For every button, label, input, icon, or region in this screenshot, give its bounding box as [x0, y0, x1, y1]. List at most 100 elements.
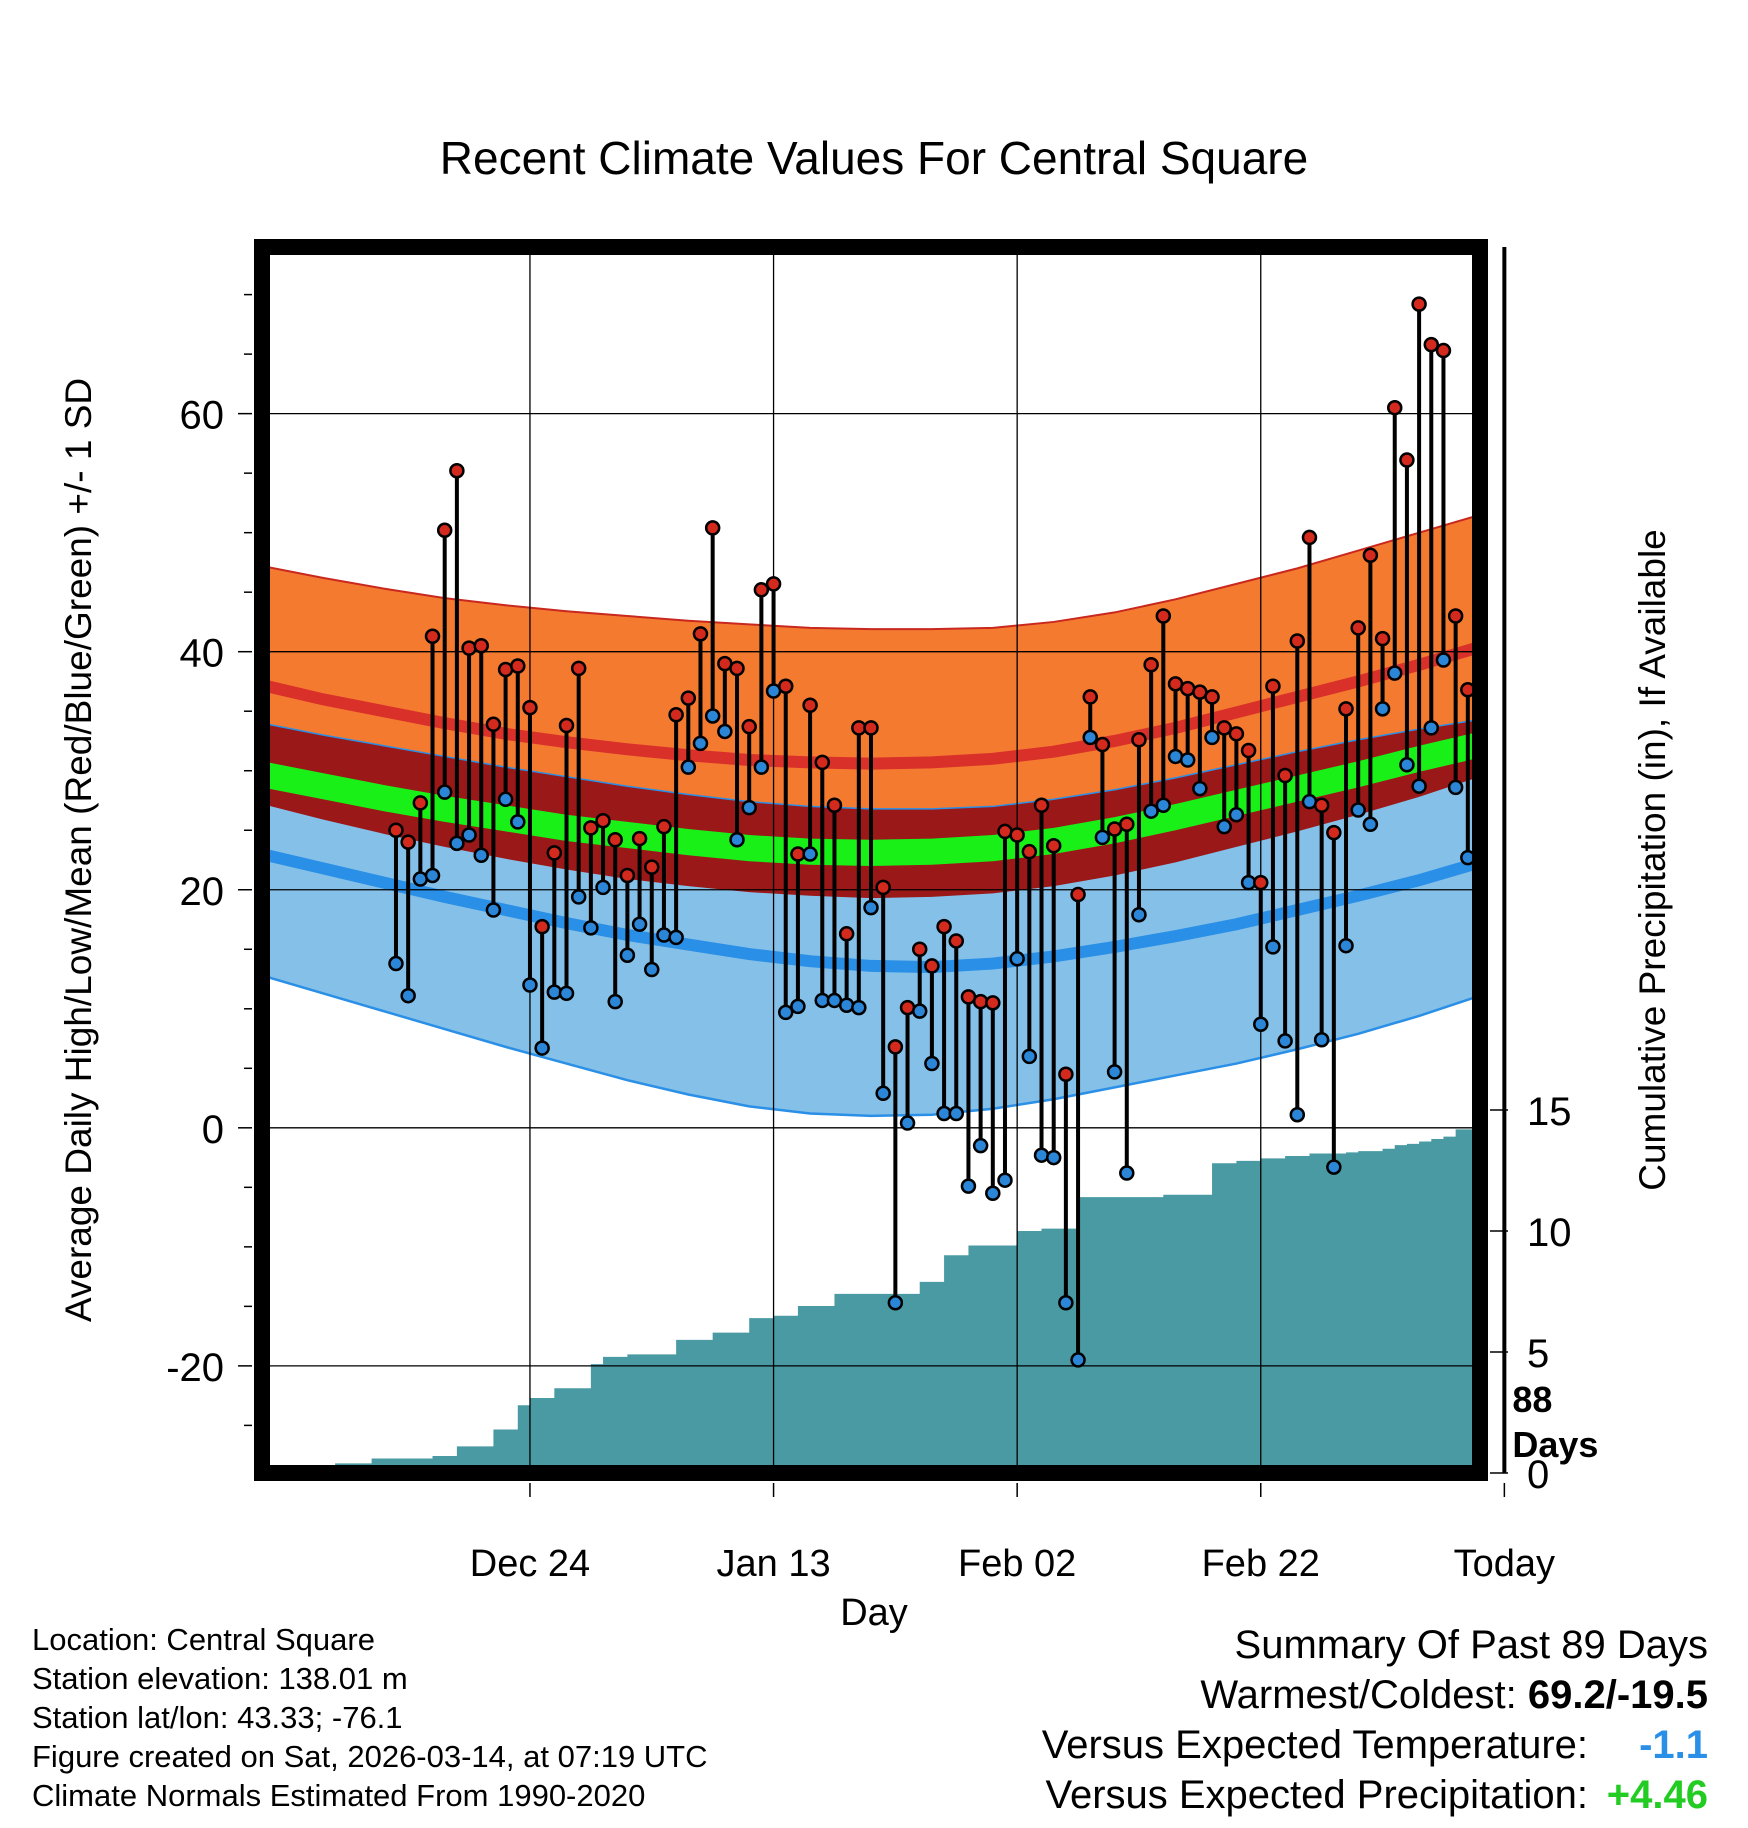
daily-low-point	[485, 902, 502, 918]
daily-low-point	[1228, 807, 1245, 823]
daily-low-point	[851, 999, 867, 1016]
y-tick-label: 40	[180, 632, 225, 676]
daily-low-point	[924, 1055, 940, 1072]
warmest-coldest-value: 69.2/-19.5	[1527, 1673, 1708, 1717]
daily-low-point	[595, 879, 611, 896]
chart-title: Recent Climate Values For Central Square	[440, 132, 1308, 184]
daily-low-point	[1179, 752, 1196, 768]
daily-low-point	[1131, 907, 1147, 923]
elevation-text: Station elevation: 138.01 m	[32, 1661, 408, 1696]
daily-high-point	[704, 520, 721, 536]
daily-low-point	[838, 997, 855, 1013]
precip-value: +4.46	[1606, 1773, 1708, 1817]
station-info: Location: Central Square Station elevati…	[32, 1620, 708, 1815]
daily-low-point	[1216, 818, 1232, 835]
daily-low-point	[1447, 779, 1464, 796]
daily-low-point	[1350, 802, 1366, 818]
daily-high-point	[1021, 843, 1038, 860]
daily-high-point	[826, 797, 843, 813]
daily-high-point	[534, 918, 550, 935]
daily-low-point	[948, 1105, 965, 1122]
daily-high-point	[1253, 874, 1269, 891]
daily-high-point	[1228, 726, 1245, 742]
daily-high-point	[631, 830, 648, 847]
daily-low-point	[1058, 1295, 1074, 1311]
daily-low-point	[1338, 937, 1354, 954]
precipitation-area	[262, 1129, 1480, 1473]
daily-low-point	[497, 791, 514, 808]
daily-high-point	[570, 660, 587, 677]
daily-low-point	[997, 1172, 1013, 1188]
created-text: Figure created on Sat, 2026-03-14, at 07…	[32, 1739, 708, 1774]
daily-high-point	[887, 1039, 904, 1055]
daily-low-point	[1411, 778, 1427, 794]
daily-low-point	[1033, 1147, 1050, 1163]
daily-high-point	[741, 718, 757, 735]
daily-low-point	[1435, 652, 1452, 668]
daily-low-point	[1045, 1149, 1062, 1166]
daily-low-point	[680, 759, 697, 775]
daily-low-point	[510, 814, 526, 830]
daily-range-stems	[393, 304, 1470, 1360]
daily-high-point	[449, 463, 465, 479]
daily-low-point	[753, 759, 770, 775]
daily-high-point	[1386, 399, 1403, 416]
axes: -20 0 20 40 60 Dec 24 Jan 13 Feb 02 Feb 22 Today 0…	[166, 293, 1572, 1585]
daily-low-point	[1192, 780, 1208, 797]
high-plus-sd-edge	[262, 513, 1480, 631]
daily-low-point	[1277, 1033, 1293, 1049]
daily-high-point	[1374, 630, 1391, 647]
daily-low-point	[692, 735, 709, 752]
normals-text: Climate Normals Estimated From 1990-2020	[32, 1778, 646, 1813]
daily-high-point	[765, 576, 782, 592]
daily-high-point	[1240, 742, 1257, 759]
daily-high-point	[1143, 657, 1159, 673]
daily-low-point	[802, 846, 818, 862]
low-plus-sd-edge	[262, 718, 1480, 810]
x-tick-label: Jan 13	[717, 1543, 831, 1585]
y-axis-label: Average Daily High/Low/Mean (Red/Blue/Gr…	[58, 378, 99, 1322]
low-minus-sd-edge	[262, 974, 1480, 1118]
daily-low-point	[1155, 797, 1172, 813]
daily-high-point	[1045, 837, 1062, 854]
precip-row: Versus Expected Precipitation: +4.46	[1042, 1770, 1708, 1820]
daily-high-point	[1070, 886, 1086, 903]
daily-low-point	[1265, 939, 1281, 955]
daily-high-point	[863, 720, 879, 736]
daily-low-point	[668, 929, 684, 946]
daily-high-point	[1131, 732, 1147, 748]
daily-low-point	[656, 927, 672, 943]
daily-high-point	[1313, 797, 1330, 813]
daily-high-point	[436, 522, 453, 539]
daily-low-point	[729, 832, 745, 848]
daily-high-point	[607, 832, 623, 848]
daily-low-point	[619, 947, 636, 963]
daily-low-point	[1143, 803, 1159, 819]
daily-low-point	[1386, 665, 1403, 681]
temp-label: Versus Expected Temperature:	[1041, 1723, 1588, 1767]
daily-high-point	[1216, 720, 1232, 736]
cumulative-precipitation-area	[262, 1129, 1480, 1473]
daily-high-point	[1009, 827, 1025, 843]
daily-high-point	[656, 818, 672, 835]
daily-high-point	[1265, 678, 1281, 694]
daily-low-point	[972, 1137, 989, 1154]
daily-low-point	[570, 889, 587, 905]
location-text: Location: Central Square	[32, 1622, 375, 1657]
daily-high-point	[1155, 608, 1172, 624]
daily-high-point	[1204, 689, 1220, 705]
daily-low-point	[1204, 729, 1220, 746]
y2-tick-label: 5	[1527, 1332, 1549, 1376]
daily-high-point	[1350, 620, 1366, 636]
daily-high-point	[729, 660, 745, 677]
daily-low-point	[899, 1115, 916, 1131]
y-tick-label: -20	[166, 1346, 224, 1390]
daily-high-point	[936, 918, 952, 935]
daily-low-point	[1313, 1031, 1330, 1048]
daily-low-point	[631, 916, 648, 933]
y2-tick-label: 0	[1527, 1453, 1549, 1497]
y2-tick-label: 10	[1527, 1211, 1572, 1255]
normal-high-line	[262, 640, 1480, 770]
